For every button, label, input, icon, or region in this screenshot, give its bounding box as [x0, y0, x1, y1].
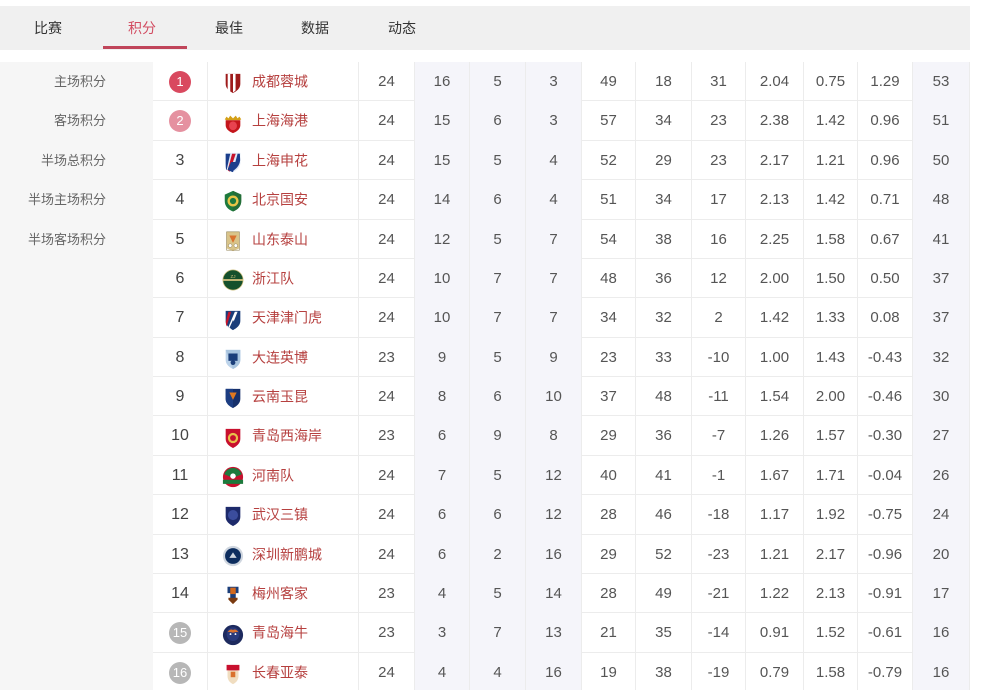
svg-text:ZJ: ZJ — [230, 274, 235, 279]
